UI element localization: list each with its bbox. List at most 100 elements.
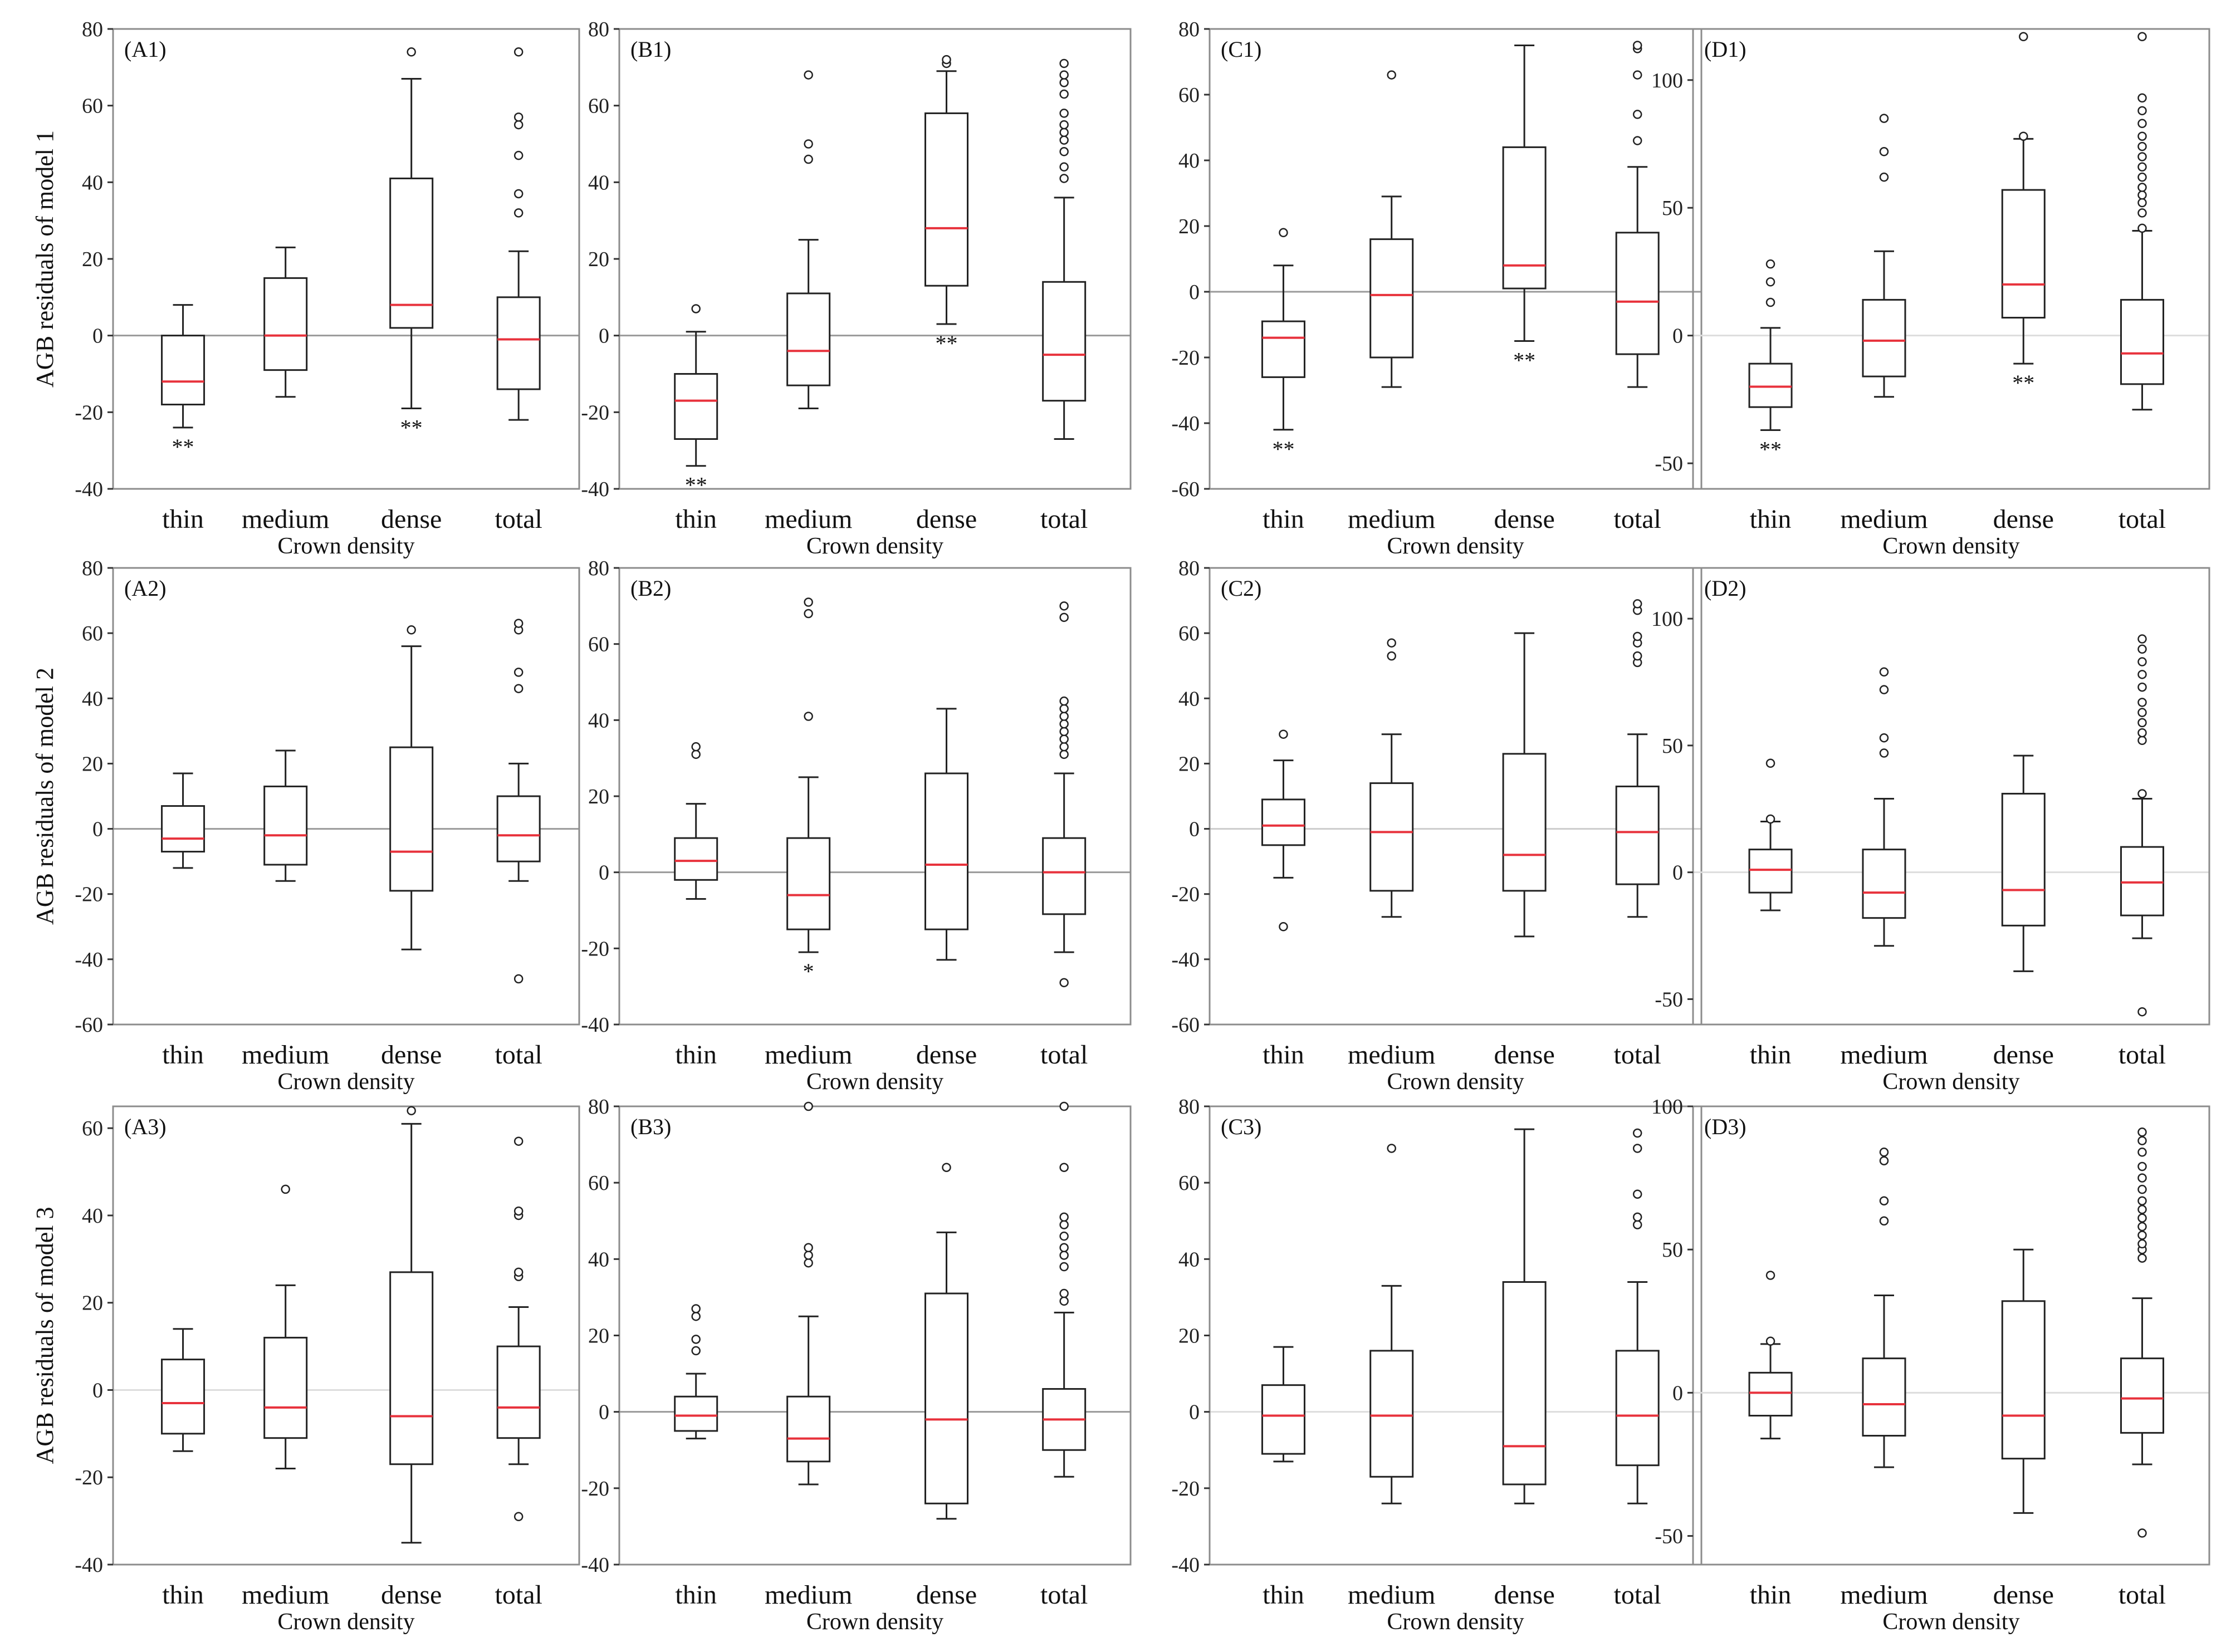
- outlier-point: [804, 597, 813, 607]
- outlier-point: [1059, 109, 1069, 118]
- y-tick-label: 50: [1662, 197, 1683, 220]
- box-medium: [786, 1101, 831, 1486]
- box-thin: **: [1261, 228, 1305, 462]
- outlier-point: [2137, 106, 2147, 116]
- outlier-point: [1059, 601, 1069, 611]
- y-tick-label: 60: [588, 633, 609, 656]
- category-label: total: [1040, 1580, 1088, 1610]
- panel-d3: -50 0 50 100 (D3) thin medium dense total Crown d…: [1651, 1095, 2210, 1635]
- panel-b1: -40 -20 0 20 40 60 80 (B1) ** thin medium ** dense to…: [581, 18, 1132, 559]
- y-tick-label: 60: [1178, 84, 1200, 107]
- category-label: medium: [1840, 1040, 1927, 1070]
- significance-marker: **: [936, 331, 958, 356]
- y-tick-label: 0: [92, 1379, 103, 1402]
- y-tick-label: -40: [75, 1553, 103, 1577]
- y-tick-label: 60: [1178, 1171, 1200, 1195]
- significance-marker: **: [2012, 370, 2034, 395]
- box-medium: [263, 246, 308, 398]
- outlier-point: [407, 1106, 416, 1116]
- category-label: total: [2119, 504, 2166, 534]
- category-label: thin: [162, 1580, 204, 1610]
- iqr-box: [161, 1359, 206, 1435]
- box-medium: [786, 70, 831, 409]
- outlier-point: [1279, 922, 1288, 932]
- outlier-point: [407, 625, 416, 635]
- y-tick-label: -60: [1171, 1013, 1200, 1037]
- y-tick-label: 100: [1651, 1095, 1683, 1119]
- box-medium: [1369, 638, 1414, 918]
- y-tick-label: 100: [1651, 607, 1683, 631]
- y-tick-label: 20: [588, 785, 609, 808]
- outlier-point: [1632, 1128, 1642, 1138]
- box-thin: **: [674, 304, 718, 498]
- iqr-box: [674, 1395, 718, 1432]
- y-tick-label: -40: [75, 478, 103, 501]
- outlier-point: [1059, 734, 1069, 744]
- outlier-point: [2137, 172, 2147, 182]
- y-tick-label: 0: [599, 1401, 609, 1424]
- y-tick-label: 0: [1189, 1401, 1200, 1424]
- panel-label: (C3): [1221, 1114, 1261, 1139]
- box-total: [2120, 32, 2164, 411]
- box-dense: **: [2001, 32, 2046, 395]
- iqr-box: [786, 1395, 831, 1463]
- category-label: dense: [1494, 1040, 1554, 1070]
- category-label: dense: [916, 504, 977, 534]
- outlier-point: [1059, 1220, 1069, 1229]
- iqr-box: [1369, 1350, 1414, 1478]
- y-tick-label: -20: [75, 883, 103, 906]
- outlier-point: [2137, 698, 2147, 707]
- panel-d2: -50 0 50 100 (D2) thin medium dense total Crown d…: [1651, 567, 2210, 1095]
- outlier-point: [1879, 172, 1889, 182]
- outlier-point: [1059, 719, 1069, 729]
- box-medium: [1862, 667, 1906, 947]
- outlier-point: [1879, 733, 1889, 743]
- outlier-point: [2137, 198, 2147, 208]
- y-tick-label: -40: [581, 1553, 609, 1577]
- iqr-box: [1261, 798, 1305, 846]
- panel-a3: -40 -20 0 20 40 60 (A3) thin medium dense total Cro…: [75, 1105, 580, 1635]
- outlier-point: [2137, 223, 2147, 233]
- outlier-point: [513, 668, 524, 677]
- iqr-box: [1748, 849, 1793, 894]
- box-total: [496, 47, 541, 421]
- panel-frame: [1209, 567, 1702, 1026]
- iqr-box: [389, 177, 434, 329]
- y-tick-label: 80: [82, 18, 103, 41]
- y-tick-label: 0: [1672, 325, 1683, 348]
- outlier-point: [1059, 749, 1069, 759]
- panel-b2: -40 -20 0 20 40 60 80 (B2) thin * medium dense total…: [581, 557, 1132, 1095]
- category-label: total: [1614, 1580, 1661, 1610]
- outlier-point: [2137, 1128, 2147, 1137]
- y-tick-label: 50: [1662, 1238, 1683, 1262]
- box-medium: [1369, 1144, 1414, 1504]
- outlier-point: [942, 1163, 951, 1172]
- box-dense: **: [1502, 45, 1547, 373]
- y-tick-label: -20: [75, 401, 103, 424]
- box-medium: [1369, 70, 1414, 388]
- panel-label: (B3): [630, 1114, 671, 1139]
- category-label: dense: [381, 504, 442, 534]
- y-tick-label: -20: [1171, 883, 1200, 906]
- box-total: [2120, 634, 2164, 1017]
- outlier-point: [2137, 1253, 2147, 1263]
- row-axis-title: AGB residuals of model 1: [31, 130, 58, 388]
- panel-frame: [1692, 1105, 2210, 1566]
- y-tick-label: 40: [1178, 149, 1200, 173]
- iqr-box: [924, 772, 969, 930]
- box-total: [496, 619, 541, 984]
- y-tick-label: -40: [75, 948, 103, 972]
- iqr-box: [2120, 1357, 2164, 1434]
- iqr-box: [496, 296, 541, 390]
- iqr-box: [1042, 837, 1087, 915]
- row-axis-title: AGB residuals of model 3: [31, 1207, 58, 1464]
- category-label: medium: [242, 1580, 329, 1610]
- category-label: total: [2119, 1580, 2166, 1610]
- y-tick-label: 60: [588, 1171, 609, 1195]
- iqr-box: [1261, 320, 1305, 378]
- panel-label: (D1): [1704, 37, 1746, 62]
- category-label: dense: [1993, 504, 2054, 534]
- iqr-box: [1615, 785, 1660, 885]
- category-label: total: [495, 1580, 542, 1610]
